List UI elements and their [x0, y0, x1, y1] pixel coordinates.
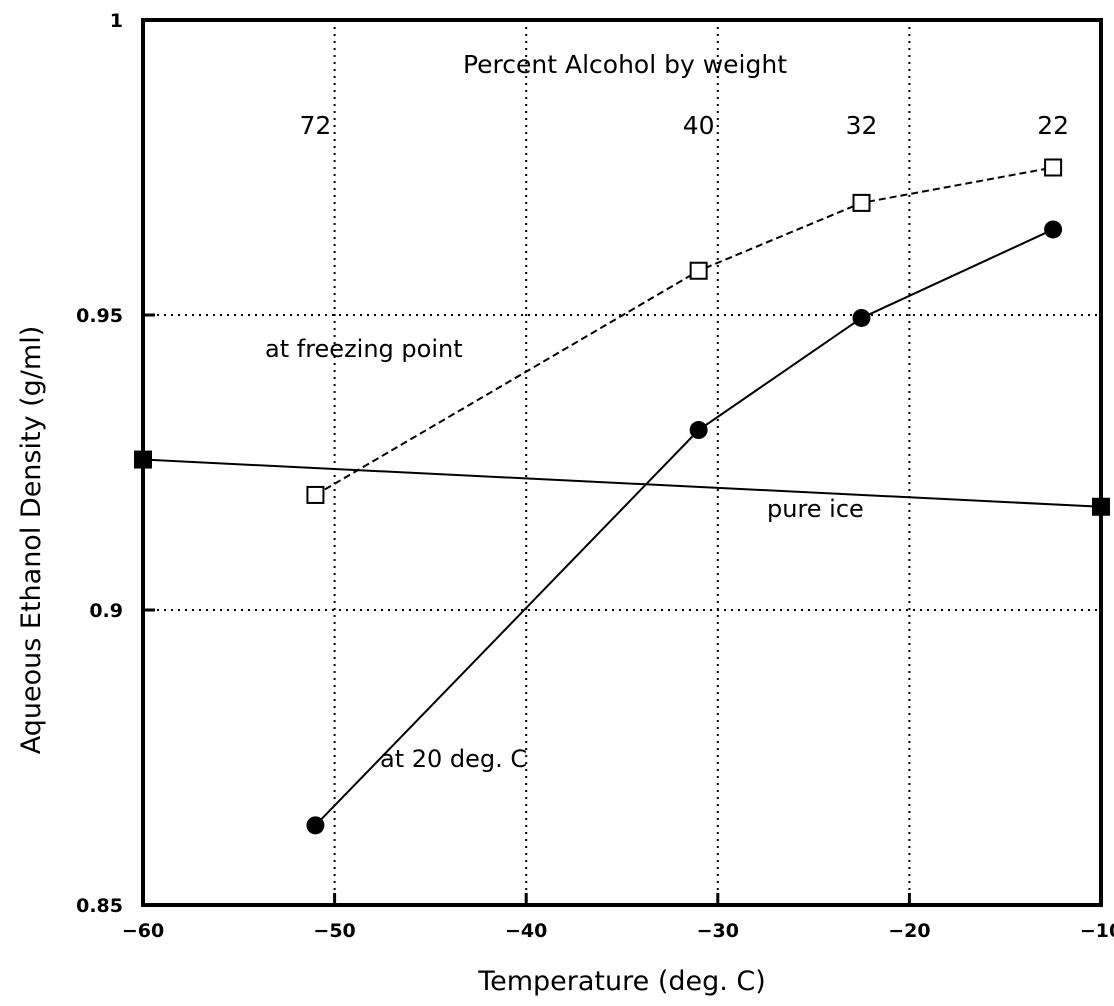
chart-title: Percent Alcohol by weight	[463, 50, 787, 79]
series-lines	[142, 166, 1102, 827]
x-tick-label: −10	[1080, 920, 1114, 942]
data-point-square-open	[1044, 158, 1063, 177]
percent-label: 40	[683, 111, 715, 140]
series-label-freezing-point: at freezing point	[265, 335, 463, 363]
x-axis-label: Temperature (deg. C)	[477, 966, 766, 997]
x-tick-label: −40	[505, 920, 547, 942]
percent-label: 72	[300, 111, 332, 140]
x-tick-label: −50	[313, 920, 355, 942]
data-point-square-open	[306, 485, 325, 504]
data-point-circle	[852, 308, 871, 327]
percent-label: 32	[846, 111, 878, 140]
x-tick-label: −30	[697, 920, 739, 942]
data-point-square-open	[689, 261, 708, 280]
y-tick-label: 0.85	[76, 895, 123, 917]
data-point-circle	[689, 421, 708, 440]
data-point-circle	[306, 816, 325, 835]
series-label-20-deg-c: at 20 deg. C	[380, 745, 527, 773]
x-tick-label: −60	[122, 920, 164, 942]
percent-label: 22	[1037, 111, 1069, 140]
data-point-square-open	[852, 193, 871, 212]
grid-lines	[143, 20, 1101, 905]
x-tick-label: −20	[888, 920, 930, 942]
y-tick-label: 1	[110, 10, 123, 32]
series-label-pure-ice: pure ice	[767, 495, 864, 523]
series-line	[142, 458, 1102, 508]
series-line	[314, 166, 1054, 496]
data-point-square-filled	[134, 450, 152, 469]
y-tick-label: 0.95	[76, 305, 123, 327]
data-point-circle	[1044, 220, 1063, 239]
percent-labels: 72 40 32 22	[300, 111, 1069, 140]
series-line	[314, 228, 1054, 827]
plot-frame	[141, 18, 1103, 907]
y-tick-label: 0.9	[89, 600, 123, 622]
series-markers	[134, 158, 1110, 835]
data-point-square-filled	[1092, 497, 1110, 516]
axis-ticks: −60 −50 −40 −30 −20 −10 0.85 0.9 0.95 1	[76, 10, 1114, 942]
y-axis-label: Aqueous Ethanol Density (g/ml)	[16, 326, 47, 755]
